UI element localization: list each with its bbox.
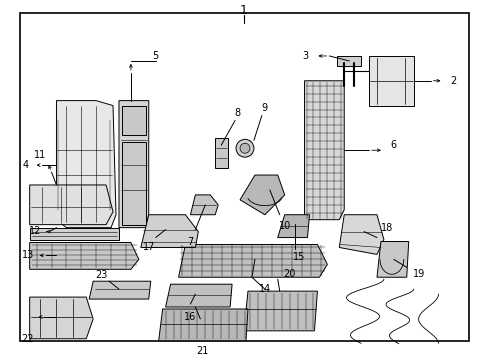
Polygon shape — [304, 81, 344, 220]
Text: 10: 10 — [278, 221, 290, 231]
Polygon shape — [30, 228, 119, 239]
Text: 13: 13 — [21, 251, 34, 260]
Circle shape — [236, 139, 253, 157]
Polygon shape — [30, 297, 93, 339]
Polygon shape — [122, 105, 145, 135]
Text: 18: 18 — [380, 222, 392, 233]
Polygon shape — [30, 243, 139, 269]
Text: 19: 19 — [412, 269, 424, 279]
Polygon shape — [190, 195, 218, 215]
Polygon shape — [337, 56, 360, 66]
Polygon shape — [215, 138, 228, 168]
Text: 1: 1 — [240, 4, 247, 17]
Text: 5: 5 — [152, 51, 159, 61]
Polygon shape — [244, 291, 317, 331]
Text: 3: 3 — [302, 51, 308, 61]
Polygon shape — [178, 244, 326, 277]
Text: 7: 7 — [187, 237, 193, 247]
Text: 21: 21 — [196, 346, 208, 356]
Polygon shape — [89, 281, 150, 299]
Polygon shape — [158, 309, 247, 341]
Polygon shape — [376, 242, 408, 277]
Circle shape — [240, 143, 249, 153]
Text: 2: 2 — [449, 76, 456, 86]
Text: 15: 15 — [293, 252, 305, 262]
Text: 11: 11 — [33, 150, 45, 160]
Polygon shape — [240, 175, 284, 215]
Text: 14: 14 — [258, 284, 270, 294]
Text: 20: 20 — [283, 269, 295, 279]
Polygon shape — [30, 185, 113, 225]
Polygon shape — [141, 215, 198, 247]
Polygon shape — [339, 215, 383, 255]
Text: 23: 23 — [95, 270, 107, 280]
Text: 9: 9 — [261, 103, 267, 113]
Text: 6: 6 — [390, 140, 396, 150]
Polygon shape — [368, 56, 413, 105]
Polygon shape — [56, 100, 116, 228]
Text: 8: 8 — [234, 108, 240, 117]
Text: 4: 4 — [22, 160, 29, 170]
Polygon shape — [165, 284, 232, 307]
Polygon shape — [277, 215, 309, 238]
Text: 12: 12 — [29, 226, 42, 235]
Polygon shape — [119, 100, 148, 228]
Text: 16: 16 — [184, 312, 196, 322]
Text: 22: 22 — [21, 334, 34, 344]
Text: 17: 17 — [142, 243, 155, 252]
Polygon shape — [122, 142, 145, 225]
